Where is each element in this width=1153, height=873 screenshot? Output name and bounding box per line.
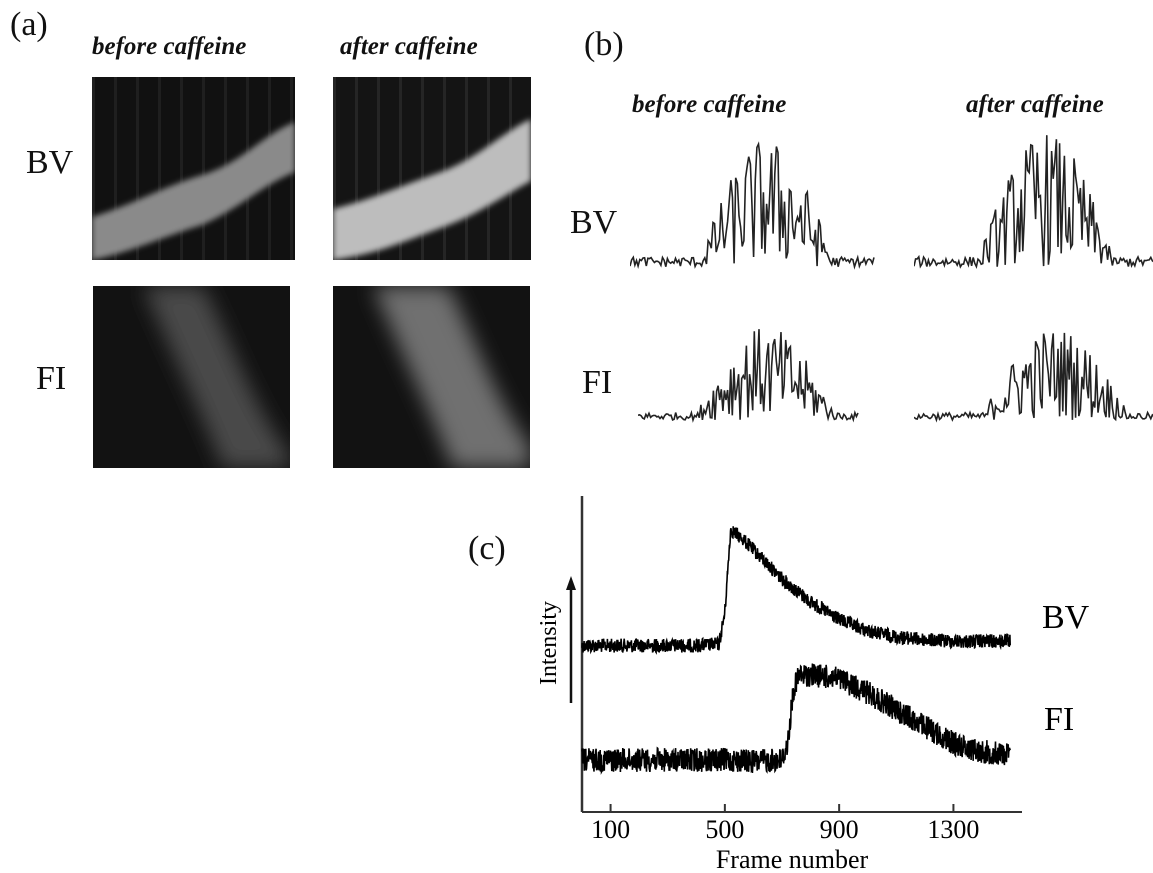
panel-b-letter: (b) <box>584 26 624 63</box>
fi-after-caffeine-image <box>333 286 530 468</box>
panel-b-fi-row-label: FI <box>582 364 613 401</box>
x-tick-label: 1300 <box>927 815 979 844</box>
intensity-arrow-head <box>566 576 576 590</box>
x-tick-label: 500 <box>705 815 744 844</box>
bv-before-caffeine-trace <box>630 141 875 270</box>
x-tick-label: 100 <box>591 815 630 844</box>
fi-before-caffeine-image <box>93 286 290 468</box>
bv-before-caffeine-image <box>92 77 295 260</box>
fi-before-caffeine-trace <box>638 329 859 423</box>
fi-after-caffeine-trace <box>914 332 1153 423</box>
panel-a-before-caffeine-heading: before caffeine <box>92 33 247 60</box>
bv-after-caffeine-image <box>333 77 531 260</box>
bv-after-caffeine-trace <box>914 135 1153 270</box>
y-axis-label: Intensity <box>536 601 562 685</box>
panel-b-after-caffeine-heading: after caffeine <box>966 91 1104 118</box>
series-fi-line <box>581 663 1011 775</box>
panel-a-letter: (a) <box>10 6 48 43</box>
x-axis-label: Frame number <box>716 845 869 873</box>
series-bv-line <box>581 526 1011 655</box>
panel-b-before-caffeine-heading: before caffeine <box>632 91 787 118</box>
panel-a-bv-row-label: BV <box>26 144 74 181</box>
panel-a-fi-row-label: FI <box>36 360 67 397</box>
series-bv-label: BV <box>1042 599 1090 636</box>
intensity-chart: Intensity 100 500 900 1300 Frame number BV … <box>536 496 1090 873</box>
panel-a-after-caffeine-heading: after caffeine <box>340 33 478 60</box>
panel-c-letter: (c) <box>468 530 506 567</box>
series-fi-label: FI <box>1044 701 1074 738</box>
panel-b-bv-row-label: BV <box>570 204 618 241</box>
x-tick-label: 900 <box>820 815 859 844</box>
